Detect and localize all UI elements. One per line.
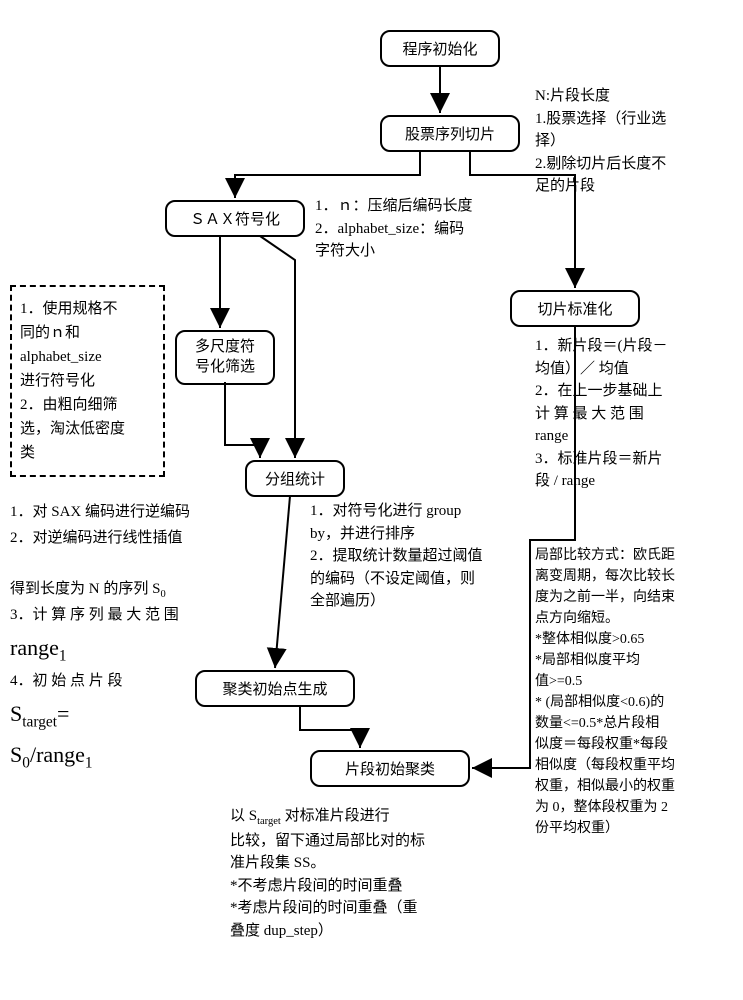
node-multiscale: 多尺度符号化筛选 xyxy=(175,330,275,385)
node-sax: ＳＡＸ符号化 xyxy=(165,200,305,237)
note-bottom-n8: 以 Starget 对标准片段进行比较，留下通过局部比对的标准片段集 SS。*不… xyxy=(230,805,510,942)
node-init: 程序初始化 xyxy=(380,30,500,67)
node-normalize: 切片标准化 xyxy=(510,290,640,327)
note-right-n2: N:片段长度 1.股票选择（行业选 择） 2.剔除切片后长度不 足的片段 xyxy=(535,85,735,198)
dashed-multiscale-note: 1．使用规格不 同的ｎ和 alphabet_size 进行符号化 2．由粗向细筛… xyxy=(10,285,165,477)
node-groupstat: 分组统计 xyxy=(245,460,345,497)
note-right-bottom: 局部比较方式：欧氏距 离变周期，每次比较长 度为之前一半，向结束 点方向缩短。 … xyxy=(535,545,740,839)
node-slice: 股票序列切片 xyxy=(380,115,520,152)
note-left-n7: 1．对 SAX 编码进行逆编码2．对逆编码进行线性插值 得到长度为 N 的序列 … xyxy=(10,500,230,776)
note-mid-n3: 1．ｎ：压缩后编码长度 2．alphabet_size：编码 字符大小 xyxy=(315,195,535,263)
note-mid-n6: 1．对符号化进行 group by，并进行排序 2．提取统计数量超过阈值 的编码… xyxy=(310,500,530,613)
node-initial-cluster: 片段初始聚类 xyxy=(310,750,470,787)
note-right-n4: 1．新片段＝(片段－ 均值）／ 均值 2．在上一步基础上 计 算 最 大 范 围… xyxy=(535,335,735,493)
